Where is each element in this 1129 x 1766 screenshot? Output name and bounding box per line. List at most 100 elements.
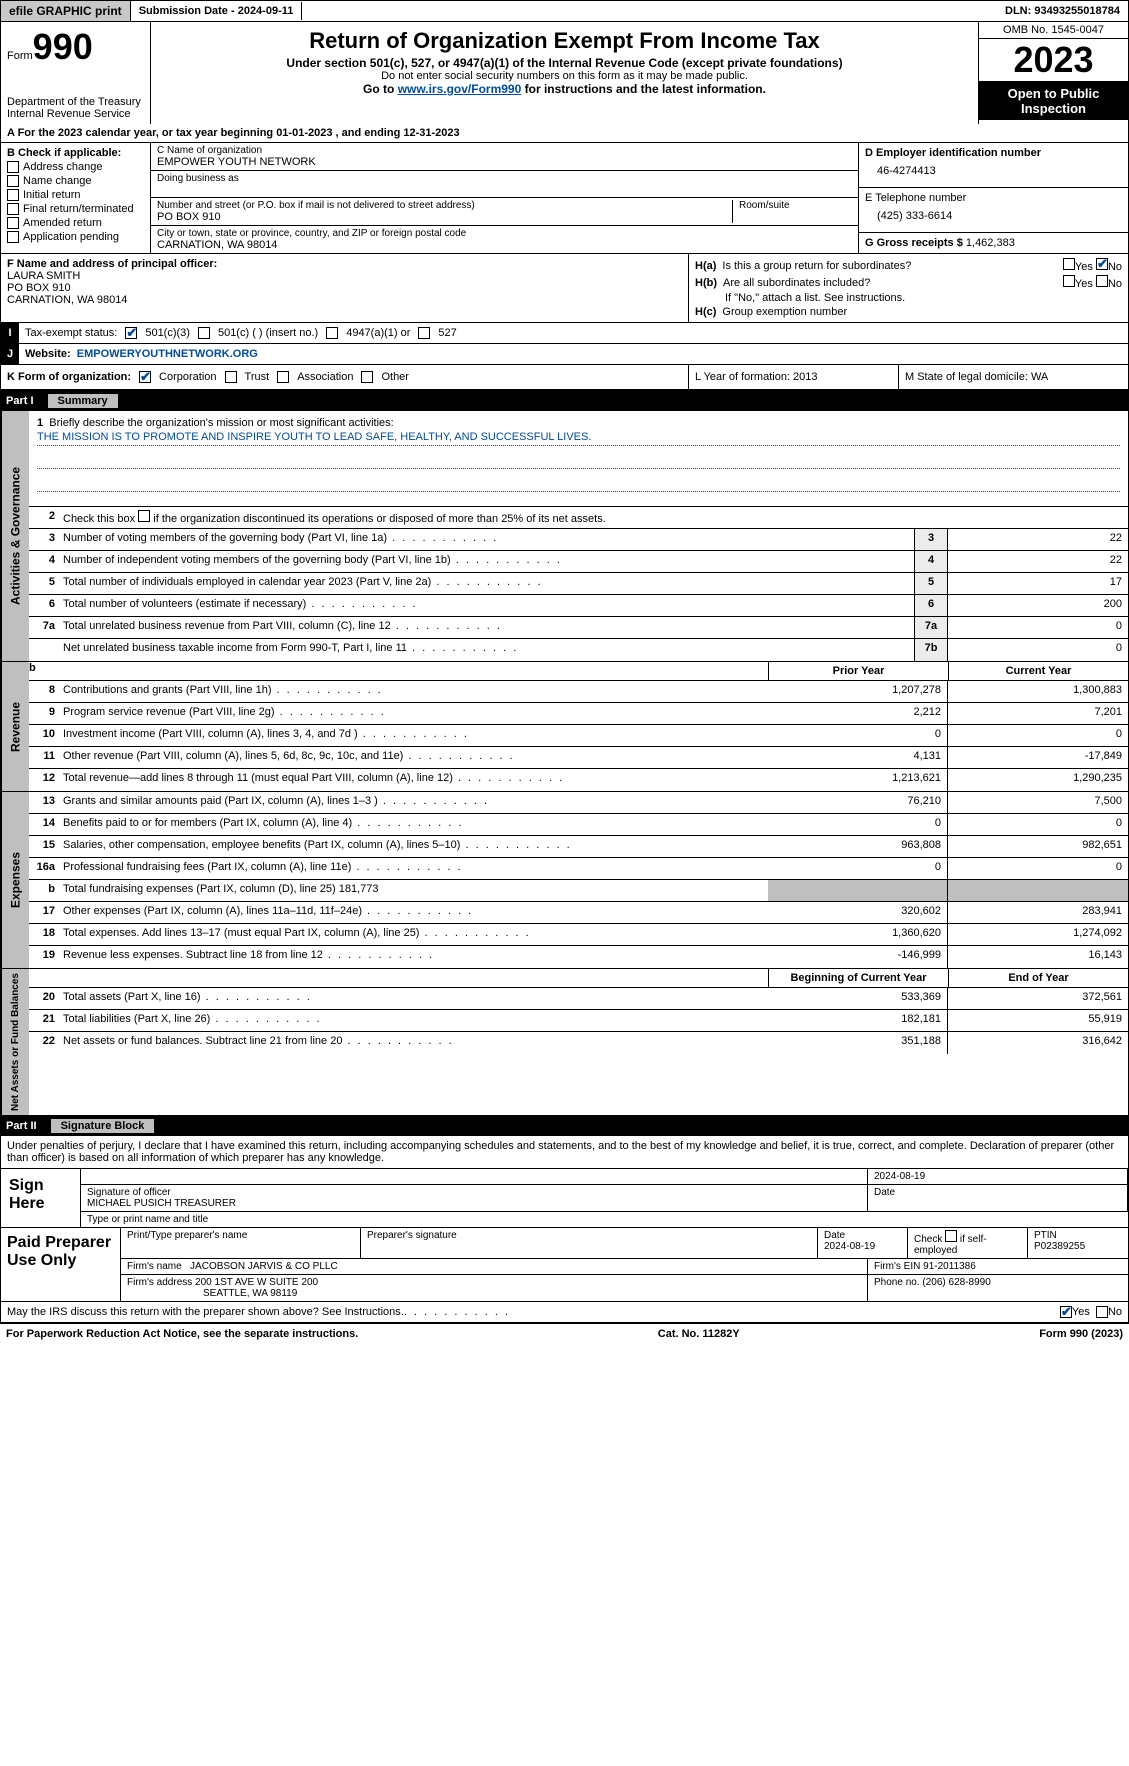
hc-label: Group exemption number	[722, 306, 847, 318]
form-number: 990	[33, 26, 93, 67]
website-val: EMPOWERYOUTHNETWORK.ORG	[77, 348, 258, 360]
cb-discuss-no[interactable]	[1096, 1306, 1108, 1318]
footer-center: Cat. No. 11282Y	[658, 1328, 740, 1340]
part1-header: Part I Summary	[0, 391, 1129, 411]
city: CARNATION, WA 98014	[157, 239, 852, 251]
sign-here: Sign Here	[1, 1169, 81, 1227]
mission-text: THE MISSION IS TO PROMOTE AND INSPIRE YO…	[37, 431, 1120, 446]
form-label: Form	[7, 50, 33, 62]
mission-q: Briefly describe the organization's miss…	[49, 417, 393, 429]
state-domicile: M State of legal domicile: WA	[898, 365, 1128, 389]
under-section: Under section 501(c), 527, or 4947(a)(1)…	[159, 56, 970, 70]
ein-label: D Employer identification number	[865, 147, 1122, 159]
end-year-head: End of Year	[948, 969, 1128, 987]
cb-ha-yes[interactable]	[1063, 258, 1075, 270]
phone: (425) 333-6614	[865, 204, 1122, 228]
cb-discuss-yes[interactable]	[1060, 1306, 1072, 1318]
room-label: Room/suite	[739, 200, 852, 211]
tax-year: 2023	[979, 39, 1128, 82]
cb-hb-no[interactable]	[1096, 275, 1108, 287]
cb-4947[interactable]	[326, 327, 338, 339]
omb-number: OMB No. 1545-0047	[979, 22, 1128, 39]
cb-501c[interactable]	[198, 327, 210, 339]
cb-final-return[interactable]	[7, 203, 19, 215]
footer-left: For Paperwork Reduction Act Notice, see …	[6, 1328, 358, 1340]
submission-date: Submission Date - 2024-09-11	[131, 2, 303, 20]
box-j: J	[1, 344, 19, 364]
line-a: A For the 2023 calendar year, or tax yea…	[1, 124, 1128, 143]
cb-discontinued[interactable]	[138, 510, 150, 522]
vlabel-revenue: Revenue	[1, 662, 29, 791]
ein: 46-4274413	[865, 159, 1122, 183]
website-label: Website:	[25, 348, 71, 360]
form-title: Return of Organization Exempt From Incom…	[159, 28, 970, 54]
officer-addr1: PO BOX 910	[7, 282, 682, 294]
officer-name: LAURA SMITH	[7, 270, 682, 282]
box-f-label: F Name and address of principal officer:	[7, 258, 682, 270]
vlabel-expenses: Expenses	[1, 792, 29, 968]
cb-ha-no[interactable]	[1096, 258, 1108, 270]
c-name-label: C Name of organization	[157, 145, 852, 156]
firm-addr1: 200 1ST AVE W SUITE 200	[195, 1277, 318, 1288]
gross-label: G Gross receipts $	[865, 237, 963, 249]
cb-corp[interactable]	[139, 371, 151, 383]
cb-assoc[interactable]	[277, 371, 289, 383]
street-label: Number and street (or P.O. box if mail i…	[157, 200, 732, 211]
box-i: I	[1, 323, 19, 343]
phone-label: E Telephone number	[865, 192, 1122, 204]
open-public: Open to Public Inspection	[979, 82, 1128, 120]
year-formation: L Year of formation: 2013	[688, 365, 898, 389]
discuss-q: May the IRS discuss this return with the…	[7, 1306, 404, 1318]
efile-print-button[interactable]: efile GRAPHIC print	[1, 1, 131, 21]
goto-suffix: for instructions and the latest informat…	[521, 82, 766, 96]
city-label: City or town, state or province, country…	[157, 228, 852, 239]
firm-name: JACOBSON JARVIS & CO PLLC	[190, 1261, 338, 1272]
cb-other[interactable]	[361, 371, 373, 383]
cb-hb-yes[interactable]	[1063, 275, 1075, 287]
line2: Check this box if the organization disco…	[63, 513, 606, 525]
firm-addr2: SEATTLE, WA 98119	[127, 1288, 297, 1299]
org-name: EMPOWER YOUTH NETWORK	[157, 156, 852, 168]
cb-app-pending[interactable]	[7, 231, 19, 243]
goto-link[interactable]: www.irs.gov/Form990	[398, 82, 522, 96]
gross-val: 1,462,383	[966, 237, 1015, 249]
cb-name-change[interactable]	[7, 175, 19, 187]
ssn-note: Do not enter social security numbers on …	[159, 70, 970, 82]
cb-527[interactable]	[418, 327, 430, 339]
firm-ein: 91-2011386	[923, 1261, 976, 1272]
cb-address-change[interactable]	[7, 161, 19, 173]
cb-501c3[interactable]	[125, 327, 137, 339]
paid-preparer: Paid Preparer Use Only	[1, 1228, 121, 1301]
current-year-head: Current Year	[948, 662, 1128, 680]
box-b-title: B Check if applicable:	[7, 147, 144, 159]
penalty-text: Under penalties of perjury, I declare th…	[0, 1136, 1129, 1169]
hb-label: Are all subordinates included?	[723, 277, 870, 289]
date-label: Date	[868, 1185, 1128, 1211]
k-label: K Form of organization:	[7, 371, 131, 383]
tax-label: Tax-exempt status:	[25, 327, 117, 339]
dba-label: Doing business as	[157, 173, 852, 184]
ptin: P02389255	[1034, 1241, 1085, 1252]
cb-initial-return[interactable]	[7, 189, 19, 201]
vlabel-governance: Activities & Governance	[1, 411, 29, 661]
form-body: A For the 2023 calendar year, or tax yea…	[0, 124, 1129, 391]
goto-prefix: Go to	[363, 82, 398, 96]
cb-self-employed[interactable]	[945, 1230, 957, 1242]
part2-header: Part II Signature Block	[0, 1116, 1129, 1136]
vlabel-netassets: Net Assets or Fund Balances	[1, 969, 29, 1115]
cb-amended[interactable]	[7, 217, 19, 229]
box-b: B Check if applicable: Address change Na…	[1, 143, 151, 253]
footer-right: Form 990 (2023)	[1039, 1328, 1123, 1340]
ha-label: Is this a group return for subordinates?	[722, 260, 911, 272]
type-label: Type or print name and title	[81, 1212, 1128, 1227]
prior-year-head: Prior Year	[768, 662, 948, 680]
dept-treasury: Department of the Treasury Internal Reve…	[7, 96, 144, 120]
street: PO BOX 910	[157, 211, 732, 223]
dln: DLN: 93493255018784	[997, 2, 1128, 20]
officer-addr2: CARNATION, WA 98014	[7, 294, 682, 306]
hb-note: If "No," attach a list. See instructions…	[695, 292, 1122, 304]
form-header: Form990 Department of the Treasury Inter…	[0, 22, 1129, 124]
officer-sig: MICHAEL PUSICH TREASURER	[87, 1198, 236, 1209]
cb-trust[interactable]	[225, 371, 237, 383]
begin-year-head: Beginning of Current Year	[768, 969, 948, 987]
